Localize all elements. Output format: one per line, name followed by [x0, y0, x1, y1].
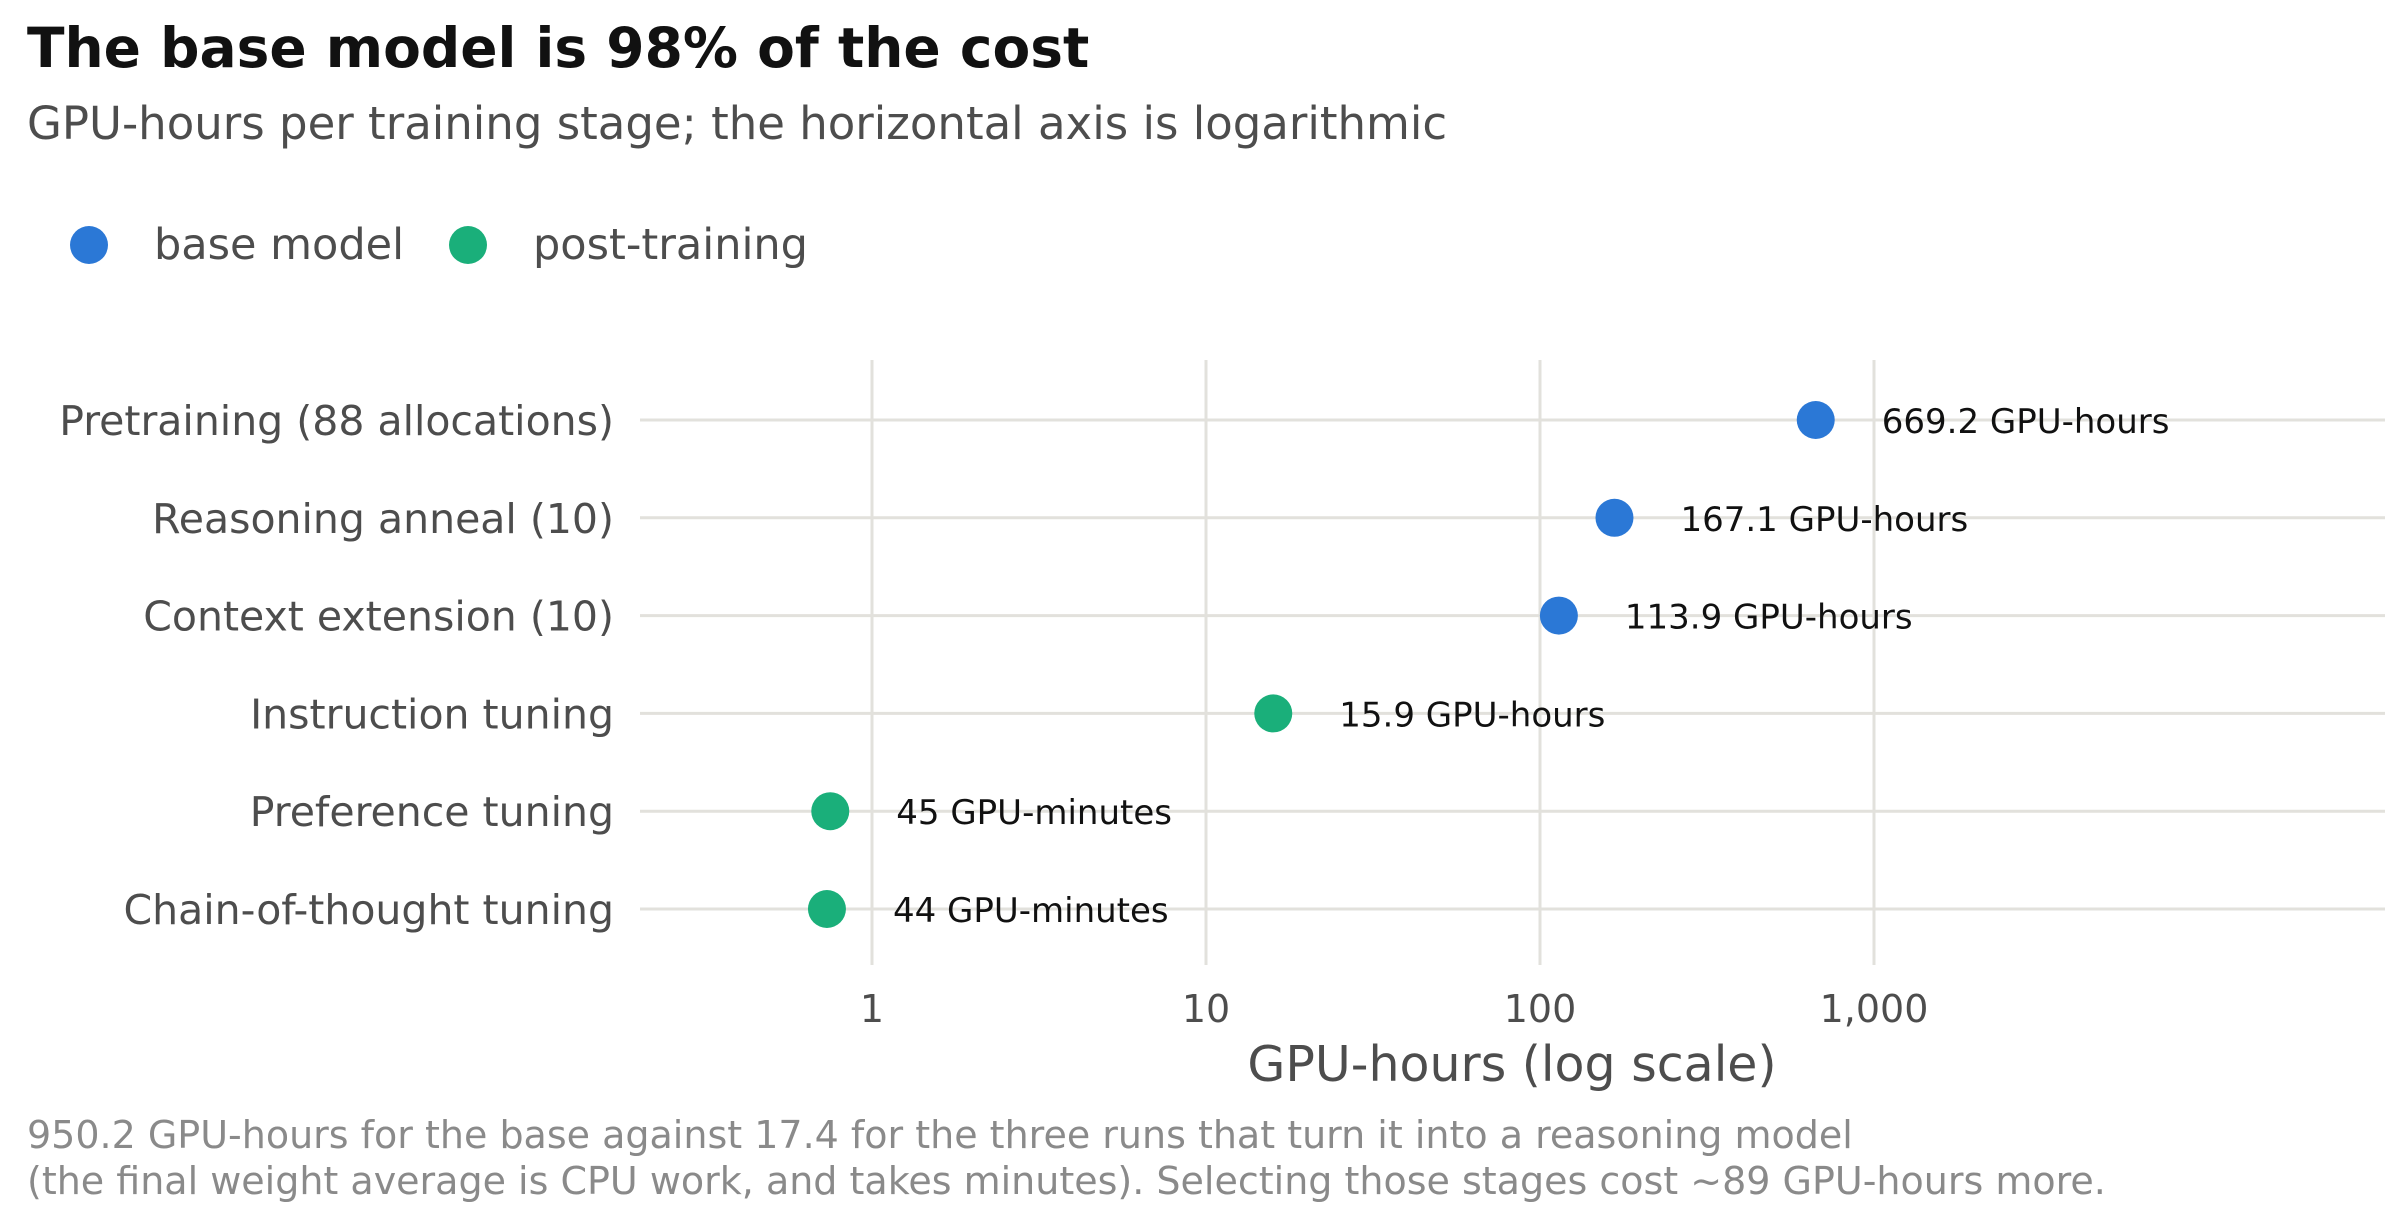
category-label: Preference tuning — [250, 788, 614, 836]
data-label: 15.9 GPU-hours — [1339, 695, 1605, 735]
data-point — [1254, 694, 1293, 733]
data-label: 669.2 GPU-hours — [1882, 402, 2170, 442]
x-tick-label: 100 — [1504, 987, 1577, 1031]
data-point — [807, 890, 846, 928]
legend-label-base-model: base model — [154, 220, 405, 270]
chart-subtitle: GPU-hours per training stage; the horizo… — [27, 97, 1448, 150]
legend-label-post-training: post-training — [533, 220, 808, 270]
data-point — [1595, 498, 1634, 537]
data-label: 167.1 GPU-hours — [1680, 500, 1968, 540]
data-point — [811, 792, 850, 831]
data-label: 44 GPU-minutes — [893, 891, 1169, 931]
data-label: 45 GPU-minutes — [896, 793, 1172, 833]
caption-line-2: (the final weight average is CPU work, a… — [27, 1159, 2106, 1203]
legend-marker-post-training — [449, 226, 487, 264]
legend-marker-base-model — [70, 226, 108, 264]
x-axis-title: GPU-hours (log scale) — [1247, 1036, 1776, 1093]
data-point — [1796, 401, 1835, 439]
x-tick-label: 1 — [860, 987, 884, 1031]
data-point — [1539, 596, 1578, 635]
data-label: 113.9 GPU-hours — [1625, 598, 1913, 638]
caption-line-1: 950.2 GPU-hours for the base against 17.… — [27, 1113, 1853, 1157]
category-label: Context extension (10) — [143, 593, 614, 641]
chart-legend: base model post-training — [0, 210, 1000, 280]
category-label: Instruction tuning — [250, 690, 614, 738]
x-tick-label: 1,000 — [1820, 987, 1929, 1031]
category-label: Reasoning anneal (10) — [152, 495, 614, 543]
chart-title: The base model is 98% of the cost — [27, 16, 1090, 80]
category-label: Chain-of-thought tuning — [124, 886, 614, 934]
chart-caption: 950.2 GPU-hours for the base against 17.… — [27, 1112, 2106, 1204]
category-label: Pretraining (88 allocations) — [59, 397, 614, 445]
x-tick-label: 10 — [1182, 987, 1230, 1031]
